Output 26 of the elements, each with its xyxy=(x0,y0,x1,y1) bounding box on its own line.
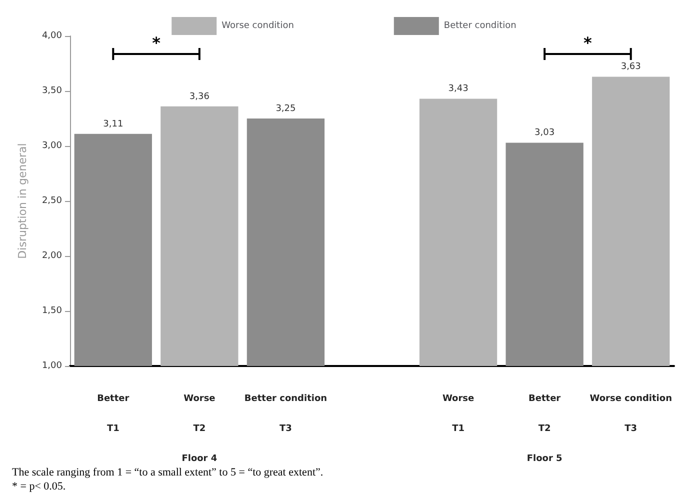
data-label: 3,11 xyxy=(103,119,124,130)
data-label: 3,43 xyxy=(448,84,468,94)
y-axis-title: Disruption in general xyxy=(16,143,29,259)
legend-label: Worse condition xyxy=(222,21,294,31)
category-label: Better T1 xyxy=(97,394,130,434)
text: The scale ranging from 1 = “to a small extent” to 5 = “to great extent”. xyxy=(12,466,324,478)
annotation: * xyxy=(584,34,593,52)
text: * = p< 0.05. xyxy=(12,480,66,492)
category-label: Worse condition T3 xyxy=(590,394,672,434)
y-tick-label: 2,50 xyxy=(42,196,62,206)
legend-label: Better condition xyxy=(444,21,516,31)
y-tick-label: 2,00 xyxy=(42,251,62,261)
y-tick-label: 1,00 xyxy=(42,361,62,371)
category-label: Better condition T3 xyxy=(244,394,328,434)
category-label: Worse T2 Floor 4 xyxy=(182,394,218,464)
category-label: Better T2 Floor 5 xyxy=(526,394,562,464)
data-label: 3,25 xyxy=(276,104,296,114)
y-tick-label: 3,00 xyxy=(42,141,62,151)
data-label: 3,36 xyxy=(189,92,210,102)
y-tick-label: 4,00 xyxy=(42,31,62,41)
category-label: Worse T1 xyxy=(442,394,474,434)
data-label: 3,03 xyxy=(534,128,555,138)
data-label: 3,63 xyxy=(620,62,641,72)
y-tick-label: 1,50 xyxy=(42,306,62,316)
y-tick-label: 3,50 xyxy=(42,86,62,96)
annotation: * xyxy=(152,34,162,52)
